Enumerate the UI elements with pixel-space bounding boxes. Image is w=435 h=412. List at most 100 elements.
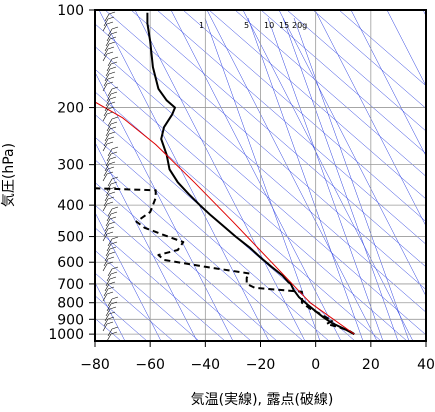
wind-barb-flag (106, 231, 114, 235)
wind-barb (104, 313, 110, 322)
wind-barb-flag (111, 326, 119, 330)
x-tick-label: −20 (246, 357, 276, 373)
wind-barb-flag (109, 126, 117, 130)
wind-barb (102, 113, 108, 122)
mixing-ratio-label: 15 (279, 21, 289, 30)
isotherm-line (242, 10, 414, 341)
x-axis-ticks: −80 −60 −40 −20 0 20 40 (80, 341, 435, 373)
mixing-ratio-label: 20g (292, 21, 307, 30)
isotherm-line (134, 10, 306, 341)
wind-barb-flag (109, 156, 117, 160)
wind-barb (103, 138, 109, 147)
adiabat-line (260, 10, 426, 155)
mixing-ratio-label: 10 (264, 21, 274, 30)
wind-barb (103, 258, 109, 267)
wind-barb-flag (107, 316, 115, 320)
wind-barb-flag (107, 136, 115, 140)
y-tick-label: 700 (57, 277, 84, 293)
wind-barb (105, 128, 111, 137)
wind-barb (104, 13, 110, 22)
isotherm-line (95, 211, 162, 341)
wind-barb-flag (110, 31, 118, 35)
wind-barb (107, 28, 113, 37)
wind-barb (107, 88, 113, 97)
adiabat-line (156, 10, 426, 245)
wind-barb (103, 198, 109, 207)
wind-barb-flag (108, 71, 116, 75)
wind-barb-flag (106, 201, 114, 205)
wind-barb-flag (107, 226, 115, 230)
adiabat-line (286, 10, 426, 132)
wind-barb-flag (109, 306, 117, 310)
wind-barb-flag (111, 146, 119, 150)
y-tick-label: 600 (57, 255, 84, 271)
y-tick-label: 400 (57, 198, 84, 214)
adiabat-line (95, 272, 174, 341)
wind-barb (106, 123, 112, 132)
wind-barb-flag (111, 26, 119, 30)
wind-barb (107, 178, 113, 187)
wind-barb-flag (106, 111, 114, 115)
wind-barb (102, 173, 108, 182)
wind-barb-flag (109, 246, 117, 250)
isotherm-line (206, 10, 378, 341)
y-tick-label: 900 (57, 312, 84, 328)
wind-barb (105, 68, 111, 77)
x-tick-label: 20 (362, 357, 380, 373)
wind-barb-flag (106, 261, 114, 265)
wind-barb (104, 283, 110, 292)
wind-barb (105, 308, 111, 317)
y-tick-label: 200 (57, 101, 84, 117)
adiabat-line (95, 159, 304, 341)
wind-barb (104, 43, 110, 52)
adiabat-line (95, 204, 252, 341)
wind-barb (103, 288, 109, 297)
wind-barb (102, 233, 108, 242)
mixing-ratio-labels: 1 5 10 15 20g (199, 21, 307, 30)
wind-barb (107, 118, 113, 127)
wind-barb-flag (107, 286, 115, 290)
isotherm-line (95, 71, 234, 341)
wind-barb-flag (107, 166, 115, 170)
wind-barb (102, 323, 108, 332)
wind-barb (107, 58, 113, 67)
wind-barb (103, 318, 109, 327)
wind-barbs (102, 11, 119, 342)
wind-barb (106, 213, 112, 222)
wind-barb-flag (108, 221, 116, 225)
wind-barb (106, 303, 112, 312)
wind-barb (102, 23, 108, 32)
wind-barb-flag (111, 116, 119, 120)
wind-barb (107, 148, 113, 157)
y-tick-label: 800 (57, 296, 84, 312)
wind-barb-flag (107, 196, 115, 200)
wind-barb (106, 33, 112, 42)
wind-barb-flag (110, 151, 118, 155)
y-tick-label: 500 (57, 230, 84, 246)
wind-barb-flag (107, 76, 115, 80)
wind-barb-flag (108, 131, 116, 135)
isotherm-line (95, 282, 126, 341)
wind-barb (106, 183, 112, 192)
mixing-ratio-line (204, 17, 321, 341)
wind-barb (102, 203, 108, 212)
temperature-line (146, 12, 355, 335)
adiabat-line (234, 10, 426, 177)
isotherm-line (95, 141, 198, 341)
wind-barb (107, 328, 113, 337)
adiabat-line (338, 10, 426, 87)
adiabat-line (95, 227, 226, 341)
mixing-ratio-line (282, 17, 399, 341)
adiabat-line (95, 23, 426, 313)
wind-barb-flag (110, 91, 118, 95)
wind-barb-flag (111, 56, 119, 60)
wind-barb-flag (107, 46, 115, 50)
wind-barb-flag (110, 271, 118, 275)
wind-barb-flag (109, 36, 117, 40)
wind-barb (104, 133, 110, 142)
wind-barb-flag (107, 256, 115, 260)
isotherm-line (386, 10, 426, 87)
wind-barb-flag (108, 41, 116, 45)
x-tick-label: 40 (417, 357, 435, 373)
isotherm-line (98, 10, 270, 341)
